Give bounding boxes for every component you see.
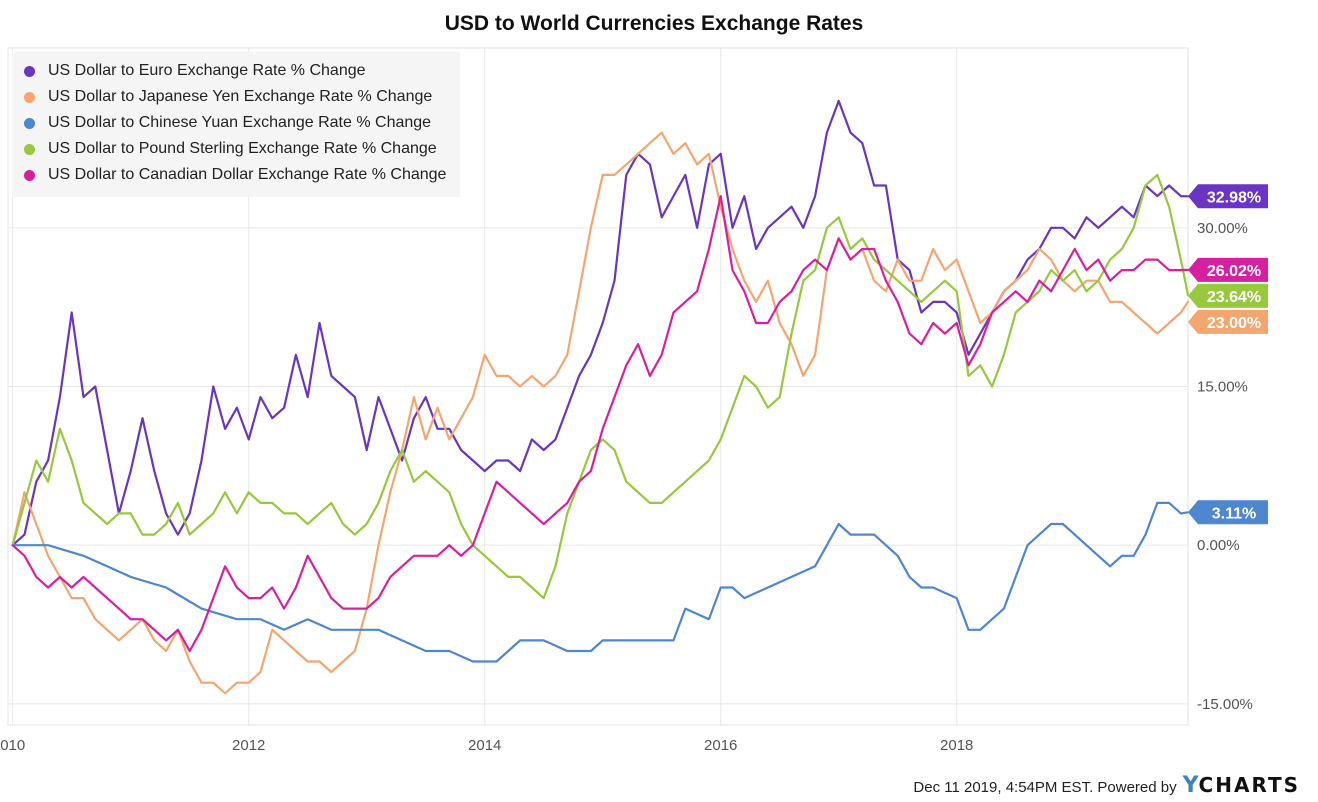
- chart-title: USD to World Currencies Exchange Rates: [444, 12, 864, 35]
- chart-legend: US Dollar to Euro Exchange Rate % Change…: [12, 52, 460, 197]
- end-value-label-4: 26.02%: [1207, 263, 1261, 280]
- legend-item-pound[interactable]: US Dollar to Pound Sterling Exchange Rat…: [24, 138, 437, 160]
- ycharts-logo-y[interactable]: Y: [1182, 773, 1199, 798]
- y-tick-label: 15.00%: [1197, 379, 1248, 396]
- y-tick-label: -15.00%: [1197, 696, 1253, 713]
- legend-label-cad: US Dollar to Canadian Dollar Exchange Ra…: [48, 166, 447, 183]
- legend-item-cad[interactable]: US Dollar to Canadian Dollar Exchange Ra…: [24, 164, 446, 186]
- y-tick-label: 0.00%: [1197, 537, 1240, 554]
- end-value-label-1: 23.00%: [1207, 315, 1261, 332]
- legend-label-pound: US Dollar to Pound Sterling Exchange Rat…: [48, 140, 437, 157]
- labels-layer: 30.00% 15.00% 0.00% -15.00% 010 2012 2014 2016 2…: [0, 184, 1268, 754]
- series-line-2: [11, 501, 1190, 663]
- legend-dot-yen: [24, 91, 35, 103]
- legend-label-yen: US Dollar to Japanese Yen Exchange Rate …: [48, 88, 433, 105]
- end-value-badge-4: [1188, 257, 1268, 282]
- series-line-1: [11, 131, 1190, 695]
- y-tick-label: 30.00%: [1197, 220, 1248, 237]
- x-tick-label: 2018: [940, 737, 973, 754]
- series-line-4: [11, 195, 1190, 653]
- x-tick-label: 010: [0, 737, 25, 754]
- end-value-badge-2: [1188, 500, 1268, 525]
- end-value-badge-3: [1188, 283, 1268, 308]
- legend-dot-euro: [24, 65, 35, 77]
- end-value-label-0: 32.98%: [1207, 189, 1261, 206]
- legend-dot-pound: [24, 143, 35, 155]
- end-value-badge-1: [1188, 309, 1268, 334]
- footer-timestamp: Dec 11 2019, 4:54PM EST. Powered by: [913, 779, 1177, 796]
- ycharts-logo-text[interactable]: CHARTS: [1198, 773, 1300, 797]
- series-layer: [11, 99, 1190, 695]
- x-tick-label: 2014: [468, 737, 501, 754]
- legend-item-yen[interactable]: US Dollar to Japanese Yen Exchange Rate …: [24, 86, 432, 108]
- legend-dot-cad: [24, 169, 35, 181]
- legend-label-yuan: US Dollar to Chinese Yuan Exchange Rate …: [48, 114, 432, 131]
- chart-svg: 30.00% 15.00% 0.00% -15.00% 010 2012 2014 2016 2…: [0, 47, 1268, 754]
- series-line-3: [11, 173, 1190, 600]
- legend-dot-yuan: [24, 117, 35, 129]
- legend-item-euro[interactable]: US Dollar to Euro Exchange Rate % Change: [24, 60, 366, 82]
- end-value-badge-0: [1188, 184, 1268, 209]
- legend-item-yuan[interactable]: US Dollar to Chinese Yuan Exchange Rate …: [24, 112, 431, 134]
- legend-label-euro: US Dollar to Euro Exchange Rate % Change: [48, 62, 366, 79]
- x-tick-label: 2012: [232, 737, 265, 754]
- x-tick-label: 2016: [704, 737, 737, 754]
- footer-attribution: Dec 11 2019, 4:54PM EST. Powered by Y CHA…: [913, 773, 1300, 798]
- end-value-label-3: 23.64%: [1207, 289, 1261, 306]
- end-value-label-2: 3.11%: [1212, 505, 1256, 522]
